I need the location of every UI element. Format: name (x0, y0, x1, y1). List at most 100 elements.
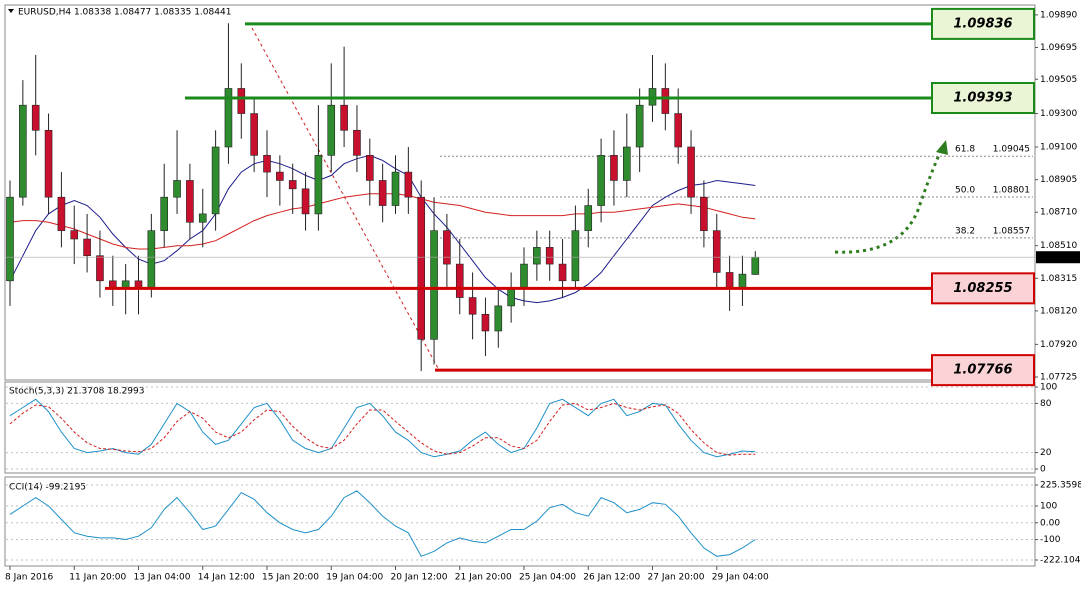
level-label: 1.07766 (953, 363, 1012, 378)
candle-body (635, 104, 644, 148)
x-tick-label: 13 Jan 04:00 (134, 573, 191, 583)
trend-line (251, 27, 439, 369)
candle-body (507, 288, 515, 307)
candle-body (430, 230, 438, 340)
candle-body (237, 88, 246, 114)
projection-arrow (834, 147, 944, 254)
last-price-box (1036, 251, 1080, 264)
candle-body (44, 129, 53, 198)
x-tick-label: 20 Jan 12:00 (391, 573, 448, 583)
candle-body (584, 205, 593, 231)
y-tick-label: 225.3598 (1040, 481, 1081, 491)
candle-body (481, 313, 490, 332)
chart-title: EURUSD,H4 1.08338 1.08477 1.08335 1.0844… (18, 8, 231, 18)
level-label: 1.09836 (953, 16, 1012, 31)
stoch-title: Stoch(5,3,3) 21.3708 18.2993 (9, 387, 144, 397)
x-tick-label: 8 Jan 2016 (5, 573, 53, 583)
candle-body (250, 113, 258, 156)
candle-body (353, 129, 361, 156)
candle-body (83, 238, 91, 257)
x-tick-label: 19 Jan 04:00 (326, 573, 383, 583)
candle-body (147, 230, 156, 290)
x-tick-label: 15 Jan 20:00 (262, 573, 319, 583)
level-label: 1.08255 (953, 281, 1012, 296)
fib-ratio: 50.0 (955, 186, 975, 196)
candle-body (6, 196, 14, 282)
level-label: 1.09393 (953, 90, 1012, 105)
y-tick-label: 100 (1040, 383, 1057, 393)
candle-body (674, 113, 683, 148)
fib-value: 1.08801 (993, 186, 1030, 196)
y-tick-label: 0.00 (1040, 518, 1060, 528)
fib-ratio: 61.8 (955, 145, 975, 155)
candle-body (211, 146, 220, 215)
y-tick-label: 1.09695 (1040, 43, 1077, 53)
y-tick-label: 1.08710 (1040, 208, 1077, 218)
level-box (931, 354, 1035, 387)
indicator-line (9, 398, 756, 458)
x-tick-label: 25 Jan 04:00 (519, 573, 576, 583)
candle-body (301, 188, 310, 215)
last-price-label: 1.08441 (1041, 253, 1078, 263)
y-tick-label: 20 (1040, 448, 1052, 458)
indicator-line (9, 154, 756, 304)
candle-body (224, 88, 233, 148)
x-tick-label: 27 Jan 20:00 (648, 573, 705, 583)
candle-body (610, 155, 618, 181)
y-tick-label: 1.09890 (1040, 10, 1077, 20)
menu-arrow (8, 9, 14, 13)
y-tick-label: 100 (1040, 502, 1057, 512)
candle-body (725, 272, 734, 288)
y-tick-label: 1.09300 (1040, 109, 1077, 119)
level-box (931, 7, 1035, 40)
y-tick-label: 1.08905 (1040, 175, 1077, 185)
candle-body (96, 255, 104, 282)
candle-body (70, 230, 79, 240)
candle-body (597, 155, 605, 206)
x-tick-label: 11 Jan 20:00 (69, 573, 126, 583)
price-panel (4, 4, 1036, 381)
candle-body (558, 263, 567, 282)
y-tick-label: -222.1048 (1040, 556, 1081, 566)
candle-body (327, 104, 336, 156)
x-tick-label: 26 Jan 12:00 (583, 573, 640, 583)
candle-body (314, 155, 323, 215)
candle-body (712, 230, 721, 273)
candle-body (622, 146, 631, 181)
candle-body (378, 180, 387, 206)
candle-body (468, 297, 477, 315)
candle-body (417, 196, 426, 340)
indicator-line (9, 490, 756, 557)
y-tick-label: 1.08315 (1040, 274, 1077, 284)
y-tick-label: 1.08510 (1040, 241, 1077, 251)
stoch-panel (4, 381, 1036, 474)
candle-body (494, 305, 503, 332)
fib-value: 1.09045 (993, 145, 1030, 155)
candle-body (751, 256, 760, 275)
candle-body (57, 196, 66, 231)
candle-body (738, 273, 747, 288)
candle-body (198, 213, 207, 223)
candle-body (288, 180, 297, 190)
cci-title: CCI(14) -99.2195 (9, 483, 86, 493)
candle-body (19, 104, 27, 198)
x-tick-label: 21 Jan 20:00 (455, 573, 512, 583)
candle-body (391, 171, 400, 206)
candle-body (443, 230, 451, 265)
y-tick-label: 1.09100 (1040, 143, 1077, 153)
candle-body (455, 263, 464, 298)
cci-panel (4, 476, 1036, 567)
y-tick-label: 1.07725 (1040, 372, 1077, 382)
y-tick-label: -100 (1040, 535, 1061, 545)
y-tick-label: 1.07920 (1040, 340, 1077, 350)
candle-body (263, 155, 271, 173)
y-tick-label: 1.08120 (1040, 306, 1077, 316)
x-tick-label: 29 Jan 04:00 (712, 573, 769, 583)
fib-ratio: 38.2 (955, 226, 975, 236)
candle-body (533, 247, 541, 265)
candle-body (687, 146, 695, 198)
candle-body (31, 104, 40, 131)
candle-body (340, 104, 348, 131)
level-box (931, 81, 1035, 114)
